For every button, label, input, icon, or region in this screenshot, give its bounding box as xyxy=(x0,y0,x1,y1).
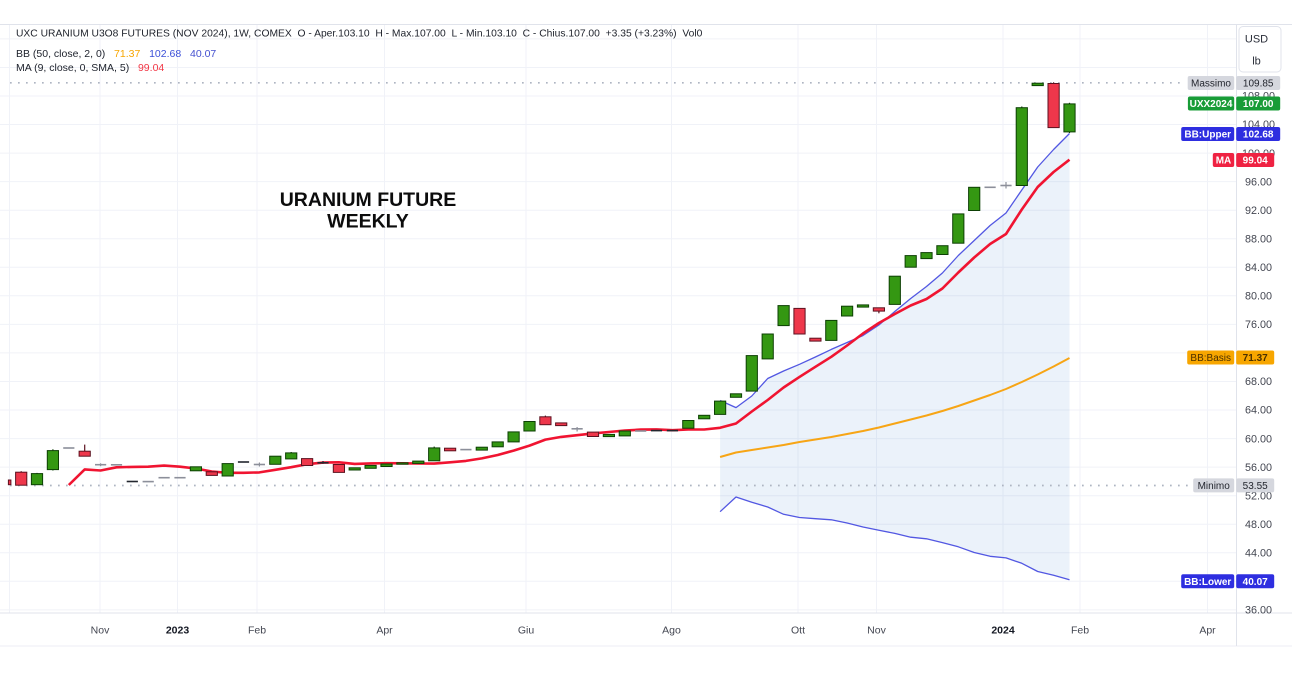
svg-text:USD: USD xyxy=(1245,34,1268,46)
svg-text:Nov: Nov xyxy=(91,625,110,637)
svg-text:52.00: 52.00 xyxy=(1245,490,1272,502)
svg-text:Giu: Giu xyxy=(518,625,535,637)
svg-text:96.00: 96.00 xyxy=(1245,176,1272,188)
svg-text:64.00: 64.00 xyxy=(1245,405,1272,417)
svg-text:BB (50, close, 2, 0) 71.37: BB (50, close, 2, 0) 71.37 102.68 40.07 xyxy=(16,48,216,60)
svg-text:Minimo: Minimo xyxy=(1198,481,1231,492)
svg-text:Apr: Apr xyxy=(376,625,393,637)
svg-text:BB:Lower: BB:Lower xyxy=(1184,577,1231,588)
svg-text:Feb: Feb xyxy=(1071,625,1089,637)
svg-text:56.00: 56.00 xyxy=(1245,462,1272,474)
svg-text:WEEKLY: WEEKLY xyxy=(327,211,409,233)
svg-text:Nov: Nov xyxy=(867,625,886,637)
svg-text:40.07: 40.07 xyxy=(1243,577,1268,588)
svg-text:Apr: Apr xyxy=(1199,625,1216,637)
svg-text:2024: 2024 xyxy=(991,625,1015,637)
svg-text:Ott: Ott xyxy=(791,625,805,637)
svg-text:36.00: 36.00 xyxy=(1245,605,1272,617)
svg-text:71.37: 71.37 xyxy=(1243,353,1268,364)
svg-text:102.68: 102.68 xyxy=(1243,130,1274,141)
svg-text:UXX2024: UXX2024 xyxy=(1190,99,1233,110)
svg-text:44.00: 44.00 xyxy=(1245,548,1272,560)
svg-text:109.85: 109.85 xyxy=(1243,79,1274,90)
svg-text:53.55: 53.55 xyxy=(1243,481,1268,492)
svg-text:88.00: 88.00 xyxy=(1245,233,1272,245)
svg-text:BB:Basis: BB:Basis xyxy=(1190,353,1231,364)
svg-text:107.00: 107.00 xyxy=(1243,99,1274,110)
svg-text:84.00: 84.00 xyxy=(1245,262,1272,274)
svg-text:Feb: Feb xyxy=(248,625,266,637)
svg-text:URANIUM FUTURE: URANIUM FUTURE xyxy=(280,189,457,211)
svg-text:80.00: 80.00 xyxy=(1245,291,1272,303)
svg-text:UXC URANIUM U3O8 FUTURES (NOV: UXC URANIUM U3O8 FUTURES (NOV 2024), 1W,… xyxy=(16,29,703,40)
svg-text:76.00: 76.00 xyxy=(1245,319,1272,331)
svg-text:92.00: 92.00 xyxy=(1245,205,1272,217)
svg-text:2023: 2023 xyxy=(166,625,190,637)
svg-text:MA (9, close, 0, SMA, 5) 99.: MA (9, close, 0, SMA, 5) 99.04 xyxy=(16,62,164,74)
svg-text:BB:Upper: BB:Upper xyxy=(1184,130,1231,141)
svg-text:60.00: 60.00 xyxy=(1245,433,1272,445)
svg-text:Massimo: Massimo xyxy=(1191,79,1231,90)
svg-text:Ago: Ago xyxy=(662,625,681,637)
svg-text:48.00: 48.00 xyxy=(1245,519,1272,531)
svg-text:68.00: 68.00 xyxy=(1245,376,1272,388)
svg-text:MA: MA xyxy=(1216,156,1232,167)
svg-text:99.04: 99.04 xyxy=(1243,156,1268,167)
svg-text:lb: lb xyxy=(1252,56,1261,68)
